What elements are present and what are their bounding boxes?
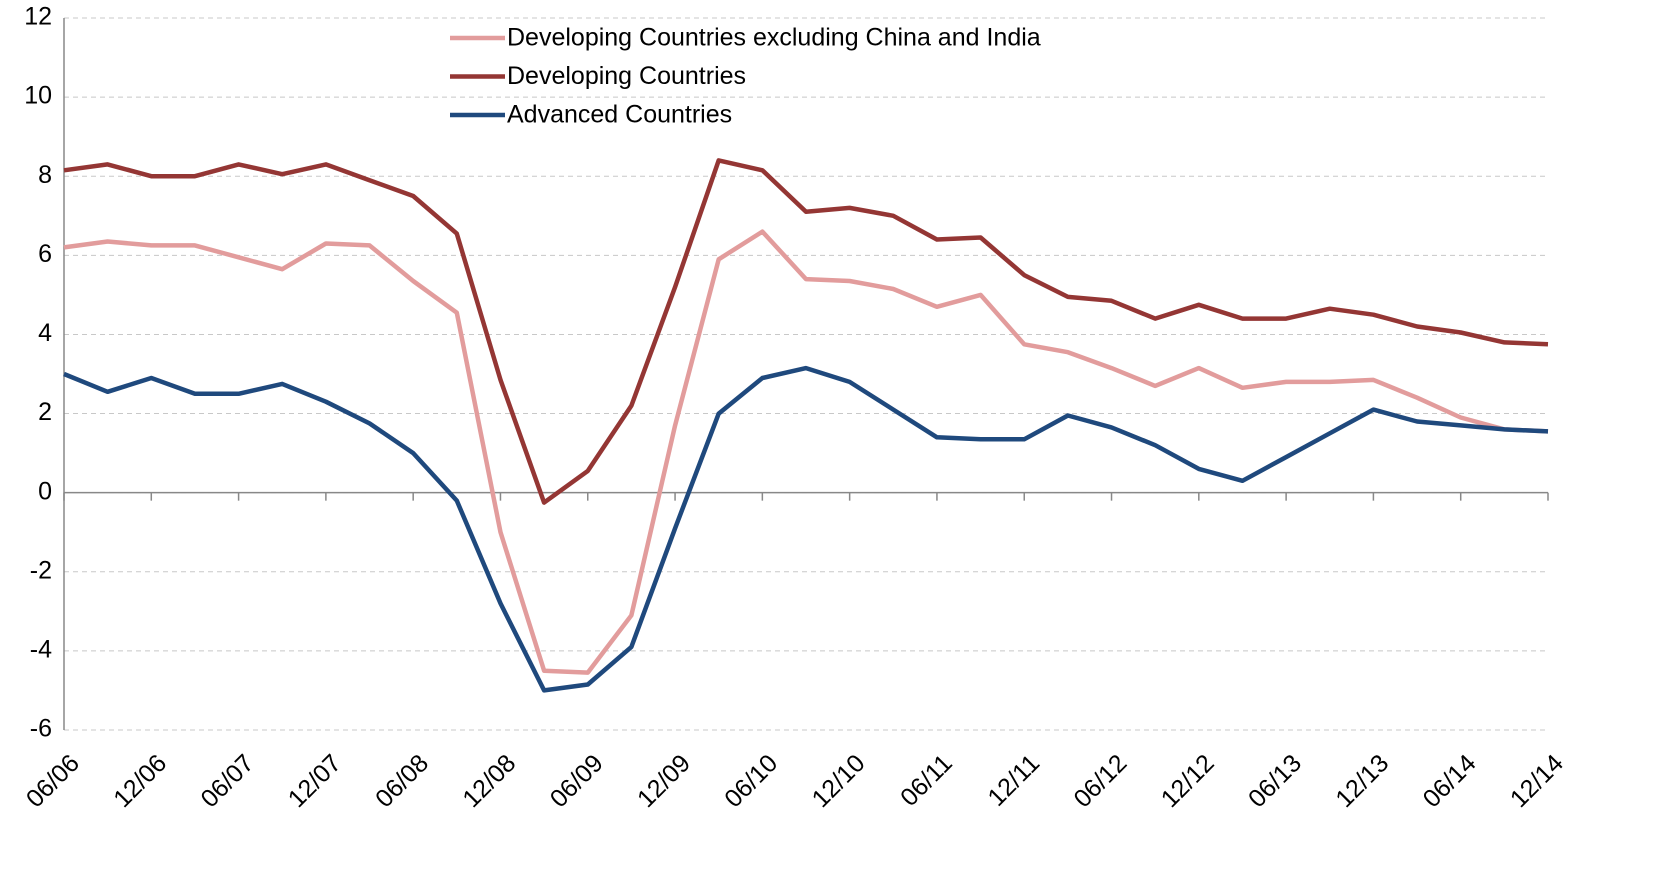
x-tick-label: 12/13 <box>1330 749 1394 813</box>
x-tick-label: 06/13 <box>1243 749 1307 813</box>
x-tick-label: 06/14 <box>1418 749 1482 813</box>
y-tick-label: -6 <box>30 715 52 743</box>
x-tick-label: 06/06 <box>21 749 85 813</box>
y-tick-label: 0 <box>38 477 52 505</box>
legend-label: Developing Countries <box>507 62 746 90</box>
x-tick-label: 06/12 <box>1068 749 1132 813</box>
series-line <box>63 365 1549 693</box>
x-tick-label: 12/11 <box>982 749 1045 812</box>
x-tick-label: 12/08 <box>457 749 521 813</box>
legend-label: Developing Countries excluding China and… <box>507 24 1041 52</box>
y-tick-label: 10 <box>24 82 52 110</box>
x-tick-label: 12/10 <box>807 749 871 813</box>
y-tick-label: 8 <box>38 161 52 189</box>
x-tick-label: 12/09 <box>632 749 696 813</box>
y-tick-label: -4 <box>30 635 52 663</box>
x-tick-label: 06/11 <box>895 749 958 812</box>
y-tick-label: 12 <box>24 3 52 31</box>
x-tick-label: 06/08 <box>370 749 434 813</box>
x-tick-label: 06/10 <box>719 749 783 813</box>
x-tick-label: 12/12 <box>1156 749 1220 813</box>
x-tick-label: 12/07 <box>283 749 347 813</box>
x-tick-label: 12/06 <box>108 749 172 813</box>
x-tick-label: 06/09 <box>545 749 609 813</box>
y-tick-label: 6 <box>38 240 52 268</box>
y-tick-label: -2 <box>30 556 52 584</box>
legend-label: Advanced Countries <box>507 101 732 129</box>
y-tick-label: 2 <box>38 398 52 426</box>
y-tick-label: 4 <box>38 319 52 347</box>
x-tick-label: 06/07 <box>195 749 259 813</box>
x-tick-label: 12/14 <box>1505 749 1569 813</box>
series-line <box>63 158 1549 505</box>
series-line <box>63 229 1549 675</box>
